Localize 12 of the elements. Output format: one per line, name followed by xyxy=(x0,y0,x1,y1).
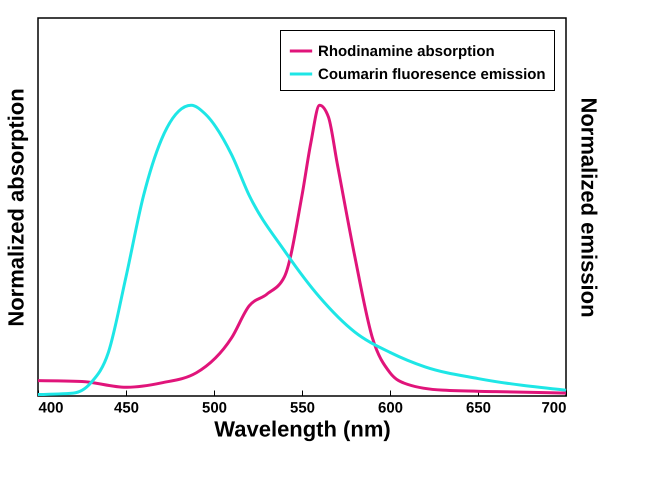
x-tick-label: 450 xyxy=(114,400,140,416)
legend-label: Coumarin fluoresence emission xyxy=(318,66,546,83)
legend-label: Rhodinamine absorption xyxy=(318,43,495,60)
y2-axis-title: Normalized emission xyxy=(576,97,602,318)
x-tick-label: 650 xyxy=(466,400,492,416)
x-tick-label: 600 xyxy=(378,400,404,416)
x-tick-label: 550 xyxy=(290,400,316,416)
x-tick-label: 400 xyxy=(38,400,64,416)
y-axis-title: Normalized absorption xyxy=(4,88,28,327)
x-tick-label: 500 xyxy=(202,400,228,416)
x-tick-label: 700 xyxy=(541,400,566,416)
x-axis-title: Wavelength (nm) xyxy=(214,416,391,442)
